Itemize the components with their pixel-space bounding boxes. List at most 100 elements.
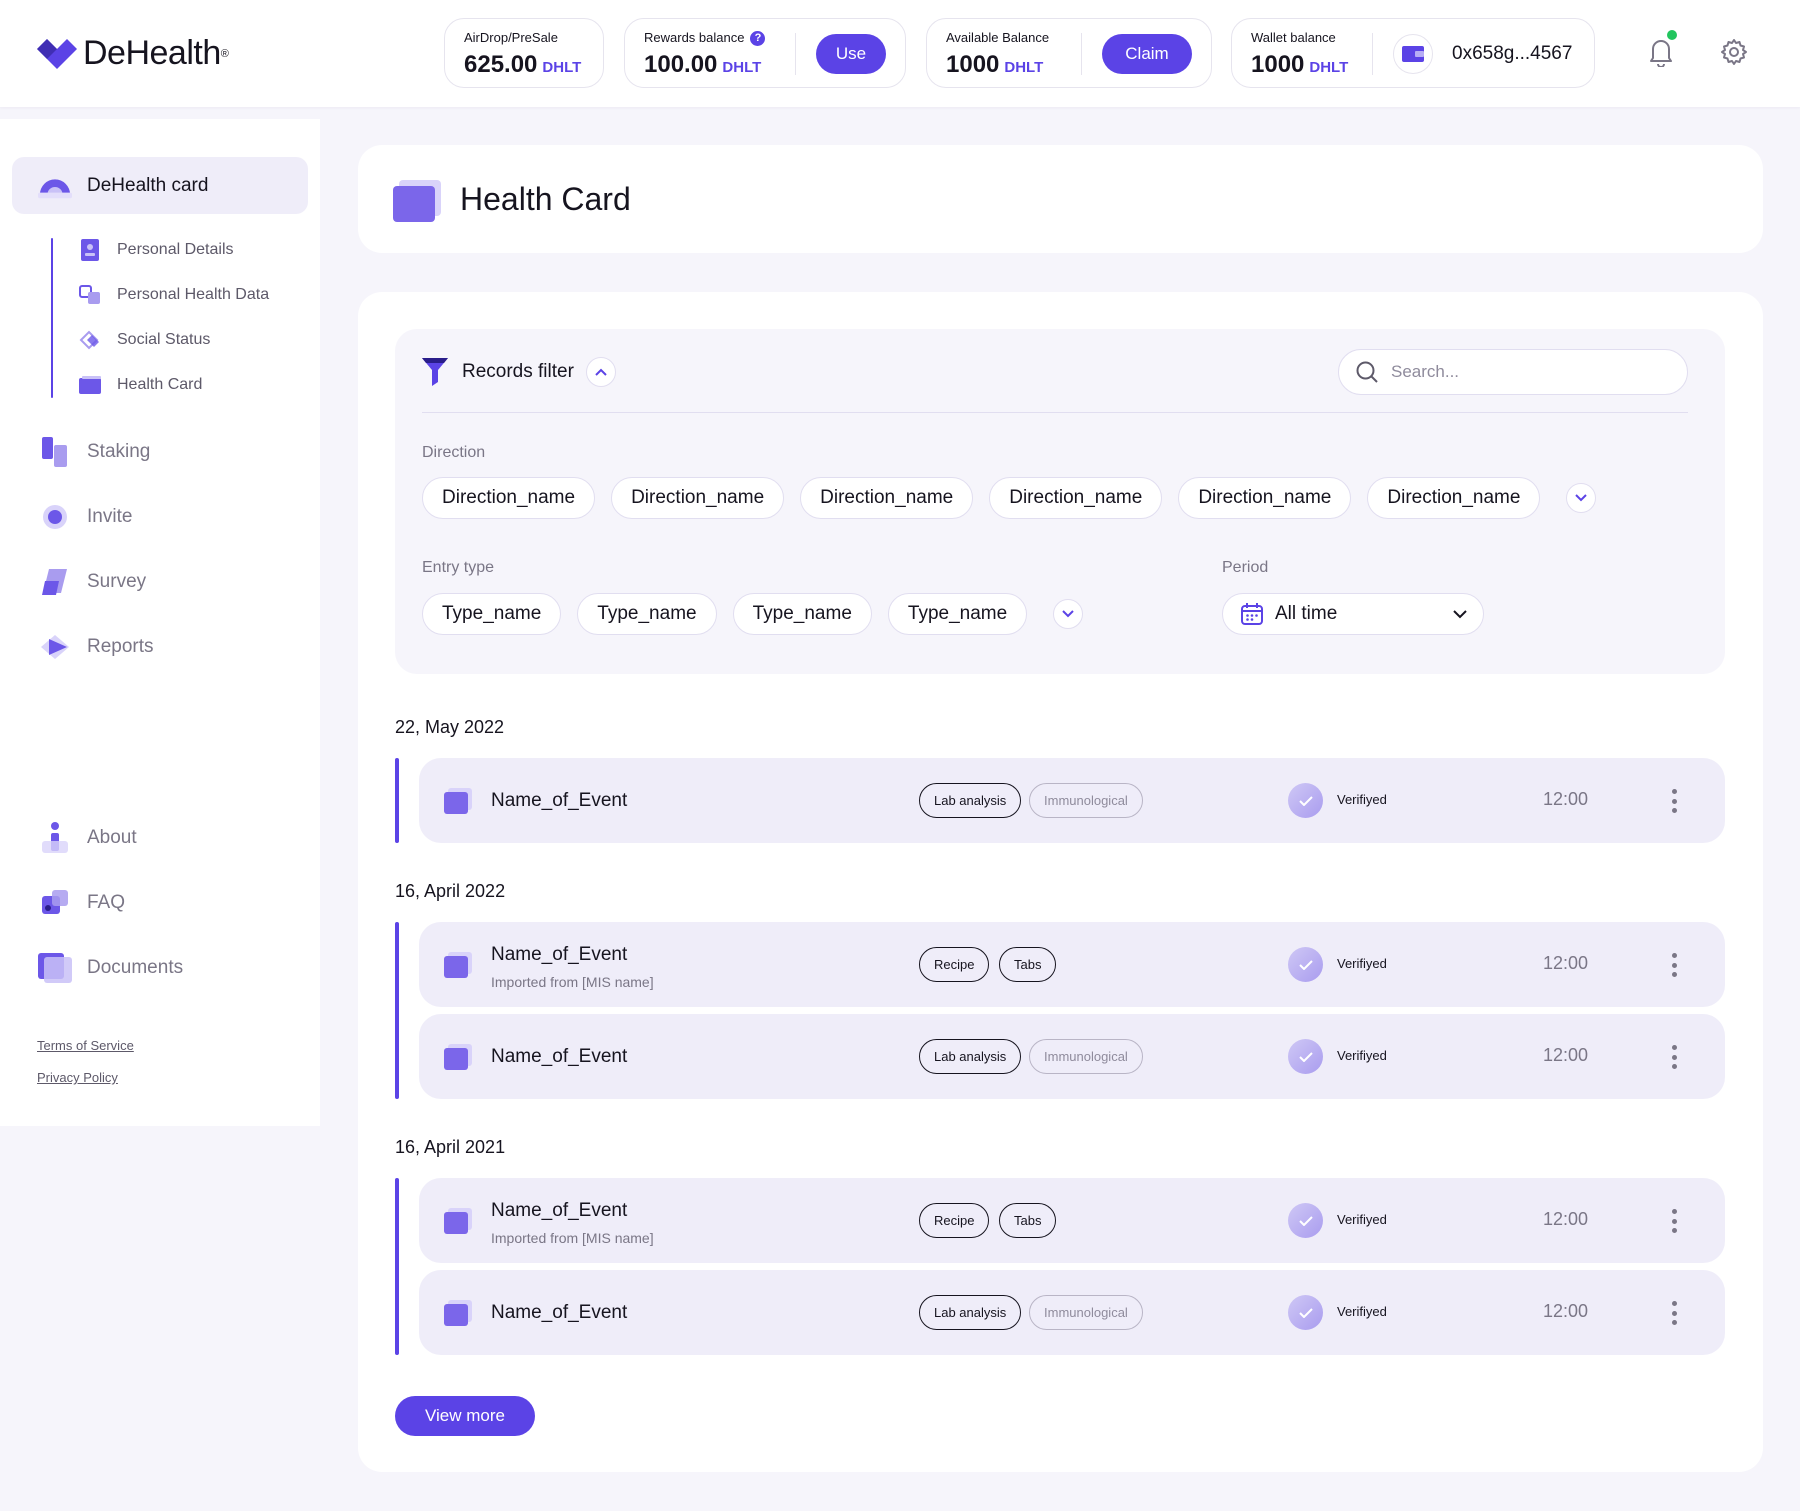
expand-entry-types-button[interactable] [1053,599,1084,629]
record-name: Name_of_Event [491,1046,628,1067]
sidebar-item-survey[interactable]: Survey [12,553,308,610]
record-tag[interactable]: Lab analysis [919,783,1022,818]
gear-icon[interactable] [1718,36,1750,68]
record-row[interactable]: Name_of_Event Imported from [MIS name] R… [419,922,1725,1007]
direction-chip[interactable]: Direction_name [611,477,785,519]
direction-chips: Direction_name Direction_name Direction_… [422,477,1597,519]
record-row[interactable]: Name_of_Event Lab analysis Immunological… [419,1270,1725,1355]
chevron-down-icon [1062,610,1074,618]
collapse-filter-button[interactable] [585,357,616,387]
record-row[interactable]: Name_of_Event Lab analysis Immunological… [419,1014,1725,1099]
record-subtitle: Imported from [MIS name] [491,974,654,990]
filter-header: Records filter [422,357,616,387]
record-name: Name_of_Event [491,944,628,965]
direction-chip[interactable]: Direction_name [800,477,974,519]
sidebar-item-label: Survey [87,570,147,592]
record-tag[interactable]: Tabs [999,1203,1057,1238]
direction-chip[interactable]: Direction_name [1178,477,1352,519]
wallet-label: Wallet balance [1251,30,1336,45]
record-card-icon [444,788,472,814]
social-icon [78,328,102,352]
record-name: Name_of_Event [491,790,628,811]
record-card-icon [444,1300,472,1326]
record-tag[interactable]: Tabs [999,947,1057,982]
bell-icon[interactable] [1645,30,1677,68]
sidebar-item-label: Staking [87,440,151,462]
verified-check-icon [1288,1039,1323,1074]
privacy-policy-link[interactable]: Privacy Policy [37,1070,118,1085]
record-time: 12:00 [1543,953,1589,973]
record-name: Name_of_Event [491,1200,628,1221]
more-options-icon[interactable] [1667,1044,1681,1070]
sidebar-subitem-personal-details[interactable]: Personal Details [78,235,234,265]
direction-chip[interactable]: Direction_name [1367,477,1541,519]
more-options-icon[interactable] [1667,788,1681,814]
sidebar-subitem-social-status[interactable]: Social Status [78,325,210,355]
sidebar-subitem-label: Health Card [117,376,203,393]
sidebar-item-label: DeHealth card [87,174,209,196]
about-icon [38,821,72,855]
record-tag[interactable]: Immunological [1029,1039,1143,1074]
wallet-balance-card: Wallet balance 1000 DHLT 0x658g...4567 [1231,18,1595,88]
sidebar-item-staking[interactable]: Staking [12,423,308,480]
expand-directions-button[interactable] [1566,483,1597,513]
record-row[interactable]: Name_of_Event Imported from [MIS name] R… [419,1178,1725,1263]
search-input[interactable] [1391,362,1671,382]
sidebar-subitem-label: Personal Health Data [117,286,270,303]
sidebar-item-about[interactable]: About [12,809,308,866]
airdrop-value: 625.00 DHLT [464,51,582,78]
record-tag[interactable]: Recipe [919,1203,990,1238]
chevron-down-icon [1453,609,1467,618]
divider [795,33,796,75]
page-title: Health Card [460,181,631,217]
use-button[interactable]: Use [816,34,886,74]
sidebar-subitem-personal-health-data[interactable]: Personal Health Data [78,280,269,310]
record-tag[interactable]: Lab analysis [919,1295,1022,1330]
search-field[interactable] [1338,349,1688,395]
logo-text: DeHealth [83,34,221,72]
health-card-icon [78,373,102,397]
more-options-icon[interactable] [1667,952,1681,978]
record-tag[interactable]: Lab analysis [919,1039,1022,1074]
more-options-icon[interactable] [1667,1300,1681,1326]
record-tag[interactable]: Immunological [1029,1295,1143,1330]
sidebar-item-dehealth-card[interactable]: DeHealth card [12,157,308,214]
period-select[interactable]: All time [1222,593,1484,635]
faq-icon [38,886,72,920]
terms-of-service-link[interactable]: Terms of Service [37,1038,134,1053]
sidebar-subitem-health-card[interactable]: Health Card [78,370,202,400]
sidebar-item-invite[interactable]: Invite [12,488,308,545]
entry-type-chip[interactable]: Type_name [577,593,717,635]
group-bar [395,922,399,1099]
entry-type-chip[interactable]: Type_name [732,593,872,635]
direction-chip[interactable]: Direction_name [422,477,596,519]
direction-chip[interactable]: Direction_name [989,477,1163,519]
record-row[interactable]: Name_of_Event Lab analysis Immunological… [419,758,1725,843]
wallet-address[interactable]: 0x658g...4567 [1452,43,1573,64]
sidebar-item-documents[interactable]: Documents [12,939,308,996]
health-card-icon [393,180,441,222]
record-tag[interactable]: Recipe [919,947,990,982]
sidebar-subitem-label: Personal Details [117,241,234,258]
sidebar-item-faq[interactable]: FAQ [12,874,308,931]
sidebar: DeHealth card Personal Details Personal … [0,119,320,1126]
documents-icon [38,951,72,985]
card-icon [38,169,72,203]
logo[interactable]: DeHealth ® [37,34,229,73]
help-icon[interactable]: ? [750,31,766,47]
record-tag[interactable]: Immunological [1029,783,1143,818]
view-more-button[interactable]: View more [395,1396,535,1436]
reports-icon [38,630,72,664]
claim-button[interactable]: Claim [1102,34,1192,74]
sidebar-item-label: Invite [87,505,133,527]
record-card-icon [444,1044,472,1070]
period-value: All time [1275,603,1338,624]
entry-type-chip[interactable]: Type_name [887,593,1028,635]
sidebar-item-label: Documents [87,956,184,978]
sidebar-item-reports[interactable]: Reports [12,618,308,675]
date-group-label: 16, April 2022 [395,881,506,901]
wallet-icon[interactable] [1393,34,1433,74]
more-options-icon[interactable] [1667,1208,1681,1234]
entry-type-chip[interactable]: Type_name [422,593,562,635]
logo-heart-icon [37,38,77,69]
